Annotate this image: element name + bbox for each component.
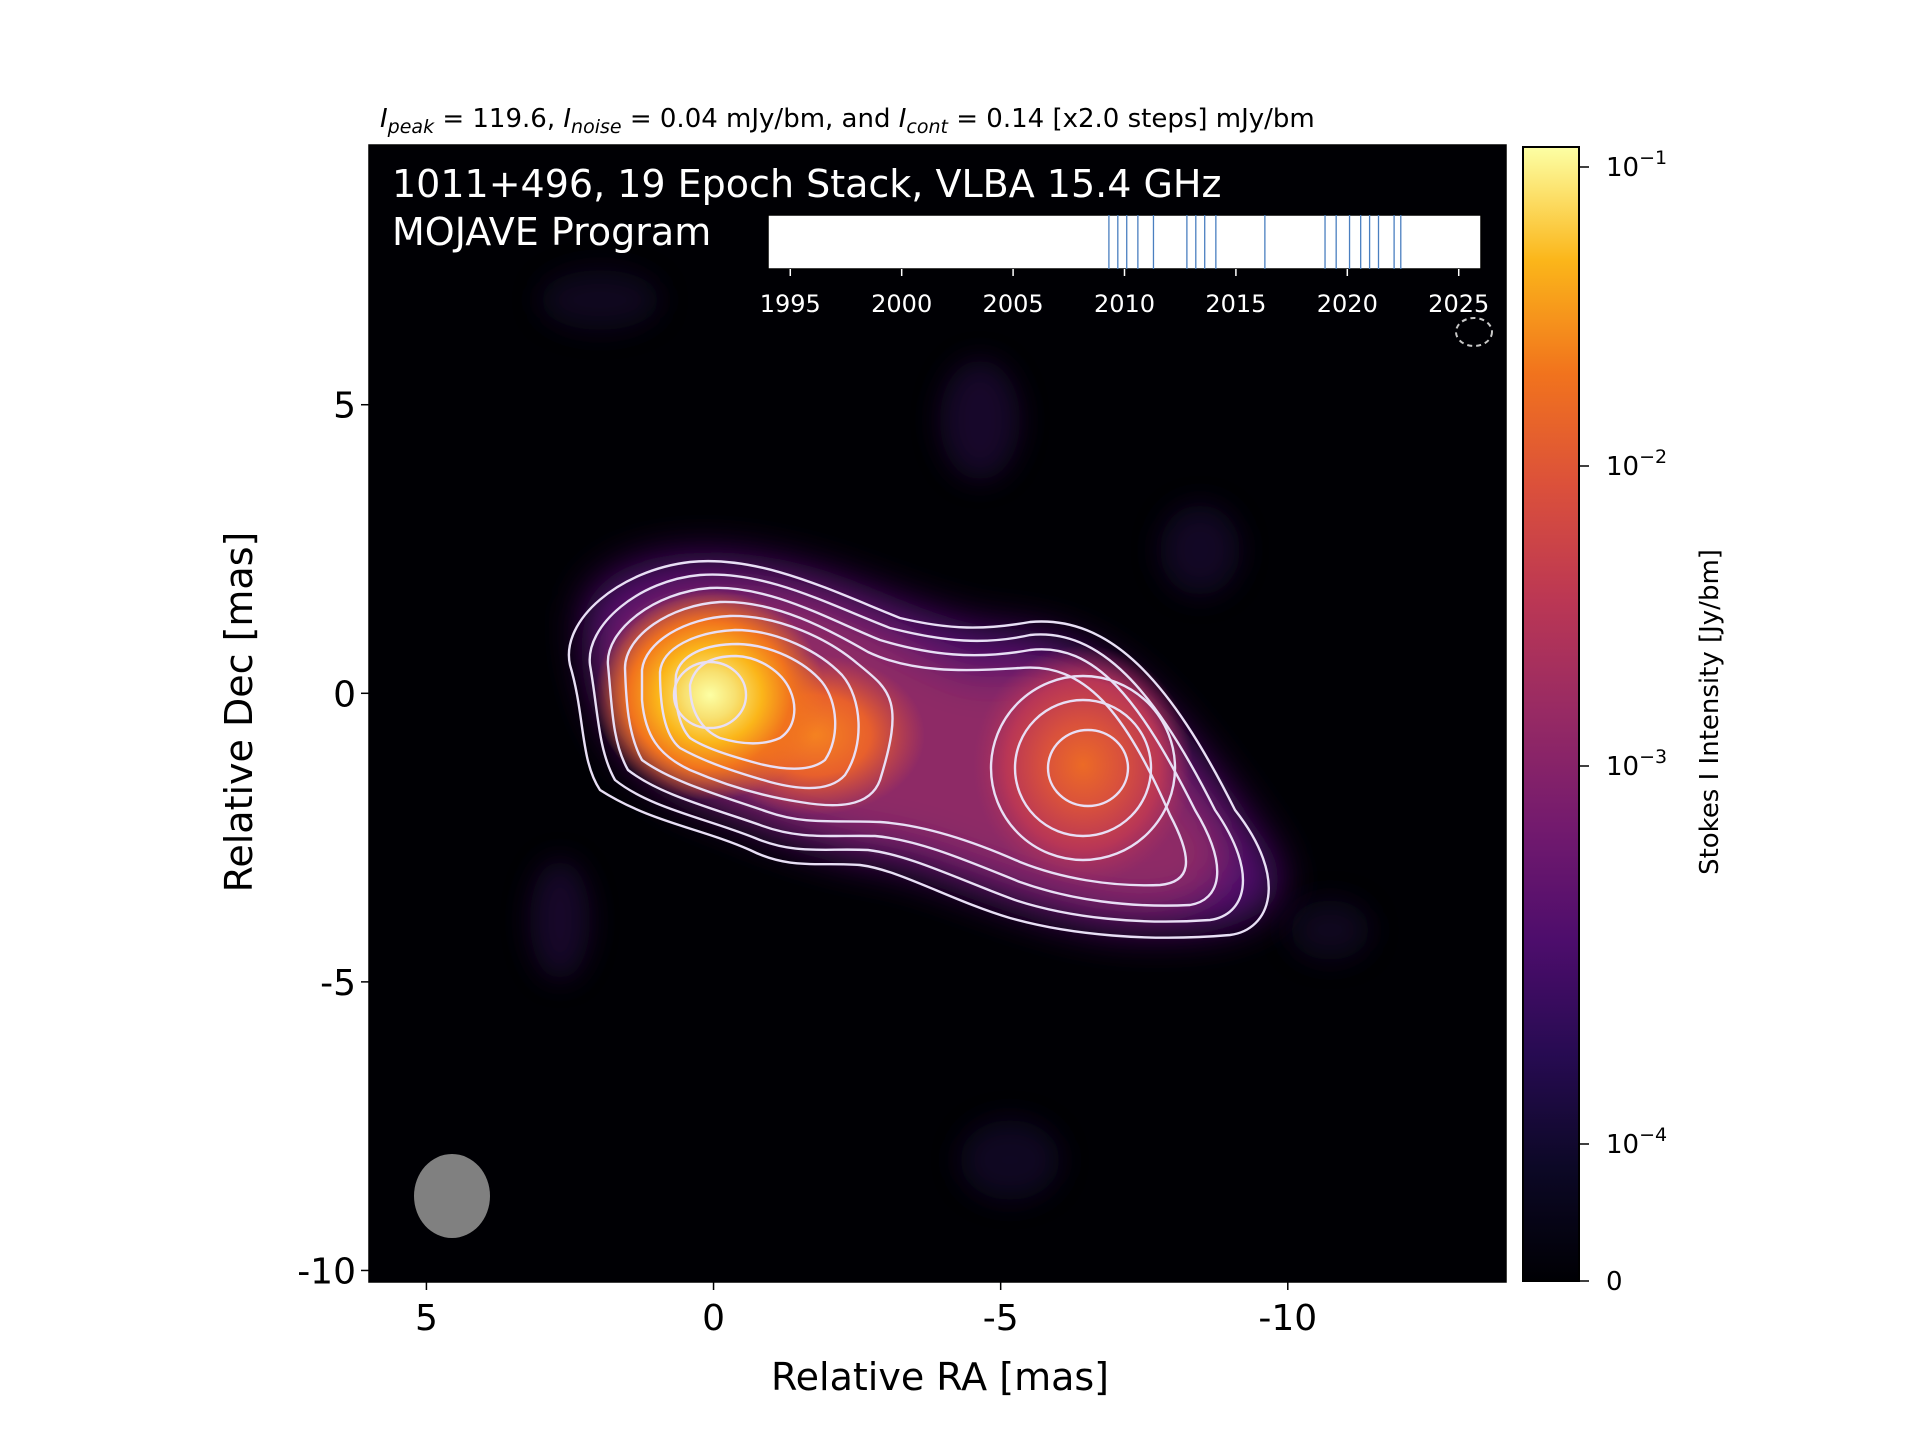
noise-patch [1160,505,1240,595]
plot-area: 1011+496, 19 Epoch Stack, VLBA 15.4 GHz … [368,144,1507,1283]
epoch-lines [1108,215,1402,269]
title-segment: I [563,104,571,134]
knot-contour-1 [989,674,1177,862]
colorbar-frame [1522,146,1580,1282]
epoch-timeline: 1995 2000 2005 2010 2015 2020 2025 [760,214,1489,318]
title-segment: I [899,104,907,134]
title-segment: I [380,104,388,134]
image-layer: 1011+496, 19 Epoch Stack, VLBA 15.4 GHz … [392,162,1493,1238]
title-segment: noise [571,116,622,138]
chart-subtitle: Ipeak = 119.6, Inoise = 0.04 mJy/bm, and… [380,104,1315,138]
beam-ellipse [414,1154,490,1238]
x-tick-label: -5 [983,1298,1019,1339]
epoch-ticks: 1995 2000 2005 2010 2015 2020 2025 [760,269,1489,318]
noise-patch [960,1120,1060,1200]
colorbar-label: Stokes I Intensity [Jy/bm] [1695,549,1725,875]
x-tick-label: -10 [1258,1298,1317,1339]
noise-patch [1290,900,1370,960]
y-axis-label: Relative Dec [mas] [217,532,261,893]
source-title: 1011+496, 19 Epoch Stack, VLBA 15.4 GHz [392,162,1221,206]
contour-8 [688,654,796,745]
knot-contour-3 [1046,728,1130,808]
inset-beam-indicator [1455,317,1493,347]
colorbar-tick-label: 10−4 [1606,1124,1667,1160]
epoch-tick-label: 2015 [1205,290,1266,318]
x-tick-label: 0 [702,1298,725,1339]
contour-3 [606,586,1219,907]
y-tick-label: -5 [320,963,356,1004]
colorbar-fill [1523,147,1579,1281]
epoch-tick-label: 2000 [871,290,932,318]
title-segment: = 119.6, [434,104,563,134]
plot-frame [368,144,1507,1283]
core [595,590,825,800]
colorbar-tick-label: 10−1 [1606,147,1667,183]
epoch-tick-label: 2020 [1317,290,1378,318]
epoch-tick-label: 2005 [983,290,1044,318]
colorbar-tick-label: 0 [1606,1267,1623,1297]
y-axis-ticks: 5 0 -5 -10 [297,386,369,1292]
contour-5 [640,614,894,807]
colorbar: 0 10−4 10−3 10−2 10−1 Stokes I Intensity [Jy… [1522,146,1725,1297]
y-tick-label: -10 [297,1251,356,1292]
jet-knot [973,645,1193,885]
noise-patch [540,270,660,330]
x-axis-ticks: 5 0 -5 -10 [415,1282,1317,1339]
contour-6 [658,628,860,790]
contours [567,559,1270,939]
colorbar-tick-label: 10−3 [1606,746,1667,782]
y-tick-label: 5 [333,386,356,427]
contour-7 [674,642,837,770]
program-title: MOJAVE Program [392,210,711,254]
x-tick-label: 5 [415,1298,438,1339]
colorbar-ticks: 0 10−4 10−3 10−2 10−1 [1579,147,1667,1297]
y-tick-label: 0 [333,674,356,715]
colorbar-tick-label: 10−2 [1606,446,1667,482]
noise-patch [940,360,1020,480]
epoch-tick-label: 2025 [1428,290,1489,318]
title-segment: = 0.04 mJy/bm, and [622,104,899,134]
epoch-timeline-box [767,214,1482,270]
contour-2 [588,573,1245,923]
title-segment: peak [387,116,435,138]
epoch-tick-label: 1995 [760,290,821,318]
contour-1 [567,559,1270,939]
contour-4 [623,600,1188,887]
contour-9 [672,660,748,730]
knot-contour-2 [1013,698,1153,838]
epoch-tick-label: 2010 [1094,290,1155,318]
title-segment: cont [906,116,949,138]
x-axis-label: Relative RA [mas] [771,1355,1109,1399]
noise-patch [530,860,590,980]
title-segment: = 0.14 [x2.0 steps] mJy/bm [948,104,1315,134]
